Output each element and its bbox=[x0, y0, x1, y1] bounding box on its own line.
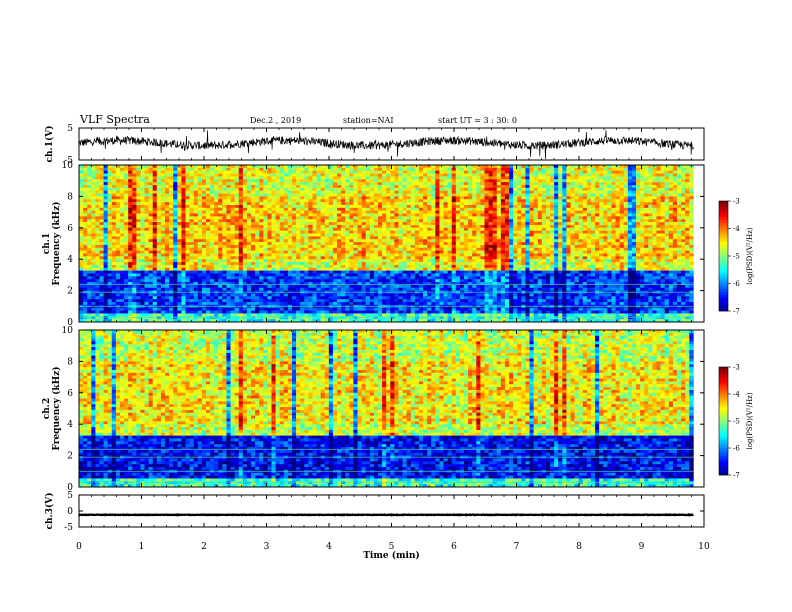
spectrogram-ch1-ytick-label: 10 bbox=[62, 161, 74, 171]
waveform-ch3-frame bbox=[78, 494, 705, 528]
spectrogram-ch2-ytick-label: 4 bbox=[67, 420, 73, 430]
waveform-ch3-ytick-label: -5 bbox=[64, 523, 73, 533]
waveform-ch3-ytick-label: 0 bbox=[67, 507, 73, 517]
figure-title: VLF Spectra bbox=[79, 113, 150, 126]
waveform-ch3-trace bbox=[78, 512, 694, 517]
waveform-ch1-ylabel: ch.1(V) bbox=[44, 126, 55, 163]
spectrogram-ch1-panel: 0 2 4 6 8 10 ch.1 Frequency (kHz) -3 -4 -5 -6 -7 log(… bbox=[42, 161, 754, 328]
spectrogram-ch2-colorbar: -3 -4 -5 -6 -7 log(PSD)(V²/Hz) bbox=[718, 364, 754, 480]
spectrogram-ch1-colorbar-tick-label: -7 bbox=[733, 308, 740, 316]
time-axis-tick-label-8: 8 bbox=[576, 542, 582, 552]
spectrogram-ch1-ytick-label: 8 bbox=[67, 192, 73, 202]
time-axis-tick-label-5: 5 bbox=[389, 542, 395, 552]
spectrogram-ch1-colorbar-tick-label: -4 bbox=[733, 225, 740, 233]
waveform-ch3-ytick-label: 5 bbox=[67, 491, 73, 501]
start-time-label: start UT = 3 : 30: 0 bbox=[438, 116, 517, 125]
station-label: station=NAI bbox=[343, 116, 393, 125]
spectrogram-ch2-ylabel: Frequency (kHz) bbox=[51, 366, 62, 450]
waveform-ch1-panel: 5 -5 ch.1(V) bbox=[44, 124, 705, 166]
spectrogram-ch2-ytick-label: 6 bbox=[67, 389, 73, 399]
waveform-ch3-panel: 5 0 -5 ch.3(V) bbox=[44, 491, 705, 533]
date-label: Dec.2 , 2019 bbox=[250, 116, 301, 125]
time-axis-tick-label-1: 1 bbox=[139, 542, 145, 552]
spectrogram-ch2-colorbar-label: log(PSD)(V²/Hz) bbox=[746, 392, 754, 449]
header: VLF Spectra Dec.2 , 2019 station=NAI sta… bbox=[79, 113, 517, 126]
spectrogram-ch2-ytick-label: 0 bbox=[67, 483, 73, 493]
waveform-ch3-ylabel: ch.3(V) bbox=[44, 493, 55, 530]
time-axis: 0 1 2 3 4 5 6 7 8 9 10 Time (min) bbox=[76, 542, 710, 561]
time-axis-tick-label-6: 6 bbox=[451, 542, 457, 552]
spectrogram-ch2-ytick-label: 8 bbox=[67, 357, 73, 367]
spectrogram-ch1-colorbar-label: log(PSD)(V²/Hz) bbox=[746, 227, 754, 284]
x-axis-label: Time (min) bbox=[363, 550, 420, 561]
spectrogram-ch2-panel: 0 2 4 6 8 10 ch.2 Frequency (kHz) -3 -4 -5 -6 -7 log(… bbox=[42, 326, 754, 493]
waveform-ch1-ytick-label: 5 bbox=[67, 124, 73, 134]
spectrogram-ch2-ytick-label: 10 bbox=[62, 326, 74, 336]
time-axis-tick-label-7: 7 bbox=[514, 542, 520, 552]
spectrogram-ch2-ylabel-channel: ch.2 bbox=[42, 398, 52, 419]
spectrogram-ch2-colorbar-tick-label: -7 bbox=[733, 472, 740, 480]
spectrogram-ch1-colorbar-tick-label: -6 bbox=[733, 280, 740, 288]
spectrogram-ch2-heatmap bbox=[79, 330, 694, 488]
spectrogram-ch2-colorbar-tick-label: -5 bbox=[733, 418, 740, 426]
waveform-ch1-trace bbox=[78, 129, 694, 160]
spectrogram-ch1-ytick-label: 2 bbox=[67, 287, 73, 297]
spectrogram-ch1-colorbar-tick-label: -3 bbox=[733, 198, 740, 206]
spectrogram-ch1-ytick-label: 4 bbox=[67, 255, 73, 265]
spectrogram-ch2-colorbar-tick-label: -4 bbox=[733, 391, 740, 399]
spectrogram-ch1-ylabel: Frequency (kHz) bbox=[51, 201, 62, 285]
spectrogram-ch2-ytick-label: 2 bbox=[67, 452, 73, 462]
spectrogram-ch2-colorbar-tick-label: -3 bbox=[733, 364, 740, 372]
time-axis-tick-label-0: 0 bbox=[76, 542, 82, 552]
spectrogram-ch1-colorbar-tick-label: -5 bbox=[733, 253, 740, 261]
time-axis-tick-label-9: 9 bbox=[639, 542, 645, 552]
spectrogram-ch1-colorbar: -3 -4 -5 -6 -7 log(PSD)(V²/Hz) bbox=[718, 198, 754, 316]
time-axis-tick-label-2: 2 bbox=[201, 542, 207, 552]
spectrogram-ch1-ytick-label: 6 bbox=[67, 224, 73, 234]
time-axis-tick-label-10: 10 bbox=[698, 542, 710, 552]
spectrogram-ch2-colorbar-tick-label: -6 bbox=[733, 445, 740, 453]
spectrogram-ch1-heatmap bbox=[79, 165, 694, 323]
spectrogram-ch1-ylabel-channel: ch.1 bbox=[42, 233, 52, 254]
time-axis-tick-label-3: 3 bbox=[264, 542, 270, 552]
time-axis-tick-label-4: 4 bbox=[326, 542, 332, 552]
spectrogram-ch1-ytick-label: 0 bbox=[67, 318, 73, 328]
waveform-ch1-ytick-label: -5 bbox=[64, 156, 73, 166]
